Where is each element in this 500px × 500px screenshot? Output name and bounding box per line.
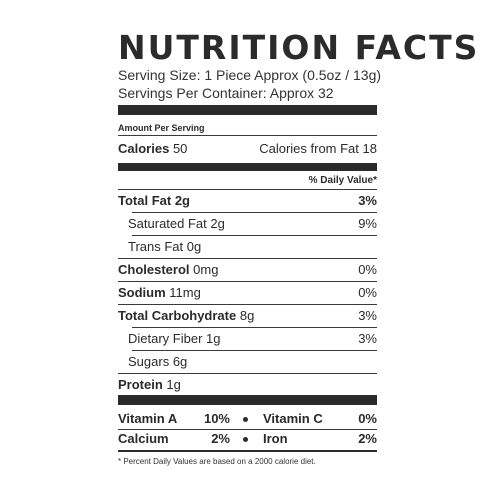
calories-label-group: Calories 50 [118,140,187,158]
bullet-dot [243,417,248,422]
daily-value-footnote: * Percent Daily Values are based on a 20… [118,457,316,466]
nutrient-amount: 11mg [169,285,201,300]
vitamin-label: Calcium [118,431,169,446]
divider [118,281,377,282]
nutrient-amount: 0mg [193,262,219,277]
daily-value-header: % Daily Value* [308,175,377,186]
nutrient-amount: 8g [239,308,255,323]
medium-divider [118,163,377,171]
nutrient-label: Protein [118,377,163,392]
nutrient-label: Saturated Fat [128,216,207,231]
nutrient-amount: 2g [174,193,190,208]
nutrient-label: Cholesterol [118,262,190,277]
nutrient-amount: 2g [210,216,225,231]
divider [118,450,377,452]
nutrient-dv: 9% [358,216,377,231]
vitamin-label: Iron [263,431,288,446]
calories-from-fat-label: Calories from Fat [259,141,359,156]
nutrient-dv: 3% [358,331,377,346]
nutrient-amount: 1g [166,377,181,392]
nutrient-amount: 0g [186,239,202,254]
nutrient-label: Sodium [118,285,166,300]
serving-size: Serving Size: 1 Piece Approx (0.5oz / 13… [118,67,382,83]
nutrient-label: Trans Fat [128,239,184,254]
divider [118,258,377,259]
divider [132,212,377,213]
nutrient-dv: 0% [358,285,377,300]
nutrient-label: Total Fat [118,193,172,208]
label-title: NUTRITION FACTS [118,28,480,67]
vitamin-label: Vitamin A [118,411,178,426]
divider [132,235,377,236]
calories-label: Calories [118,141,170,156]
divider [118,135,377,136]
vitamin-value: 0% [358,411,377,426]
thick-divider [118,105,377,115]
thick-divider [118,395,377,405]
nutrient-dv: 3% [358,308,377,323]
nutrient-label: Dietary Fiber [128,331,203,346]
amount-per-serving-label: Amount Per Serving [118,123,205,133]
vitamin-value: 2% [211,431,230,446]
nutrient-amount: 6g [172,354,188,369]
divider [118,189,377,190]
nutrient-amount: 1g [206,331,221,346]
divider [118,304,377,305]
calories-value: 50 [172,141,188,156]
nutrient-dv: 0% [358,262,377,277]
calories-from-fat-value: 18 [362,141,377,156]
divider [118,373,377,374]
calories-from-fat-group: Calories from Fat 18 [259,140,377,158]
vitamin-value: 10% [203,411,230,426]
nutrient-dv: 3% [358,193,377,208]
nutrient-label: Sugars [128,354,170,369]
divider [132,327,377,328]
divider [118,429,377,430]
vitamin-label: Vitamin C [263,411,323,426]
nutrient-label: Total Carbohydrate [118,308,237,323]
vitamin-value: 2% [358,431,377,446]
servings-per-container: Servings Per Container: Approx 32 [118,85,334,101]
divider [132,350,377,351]
bullet-dot [243,437,248,442]
